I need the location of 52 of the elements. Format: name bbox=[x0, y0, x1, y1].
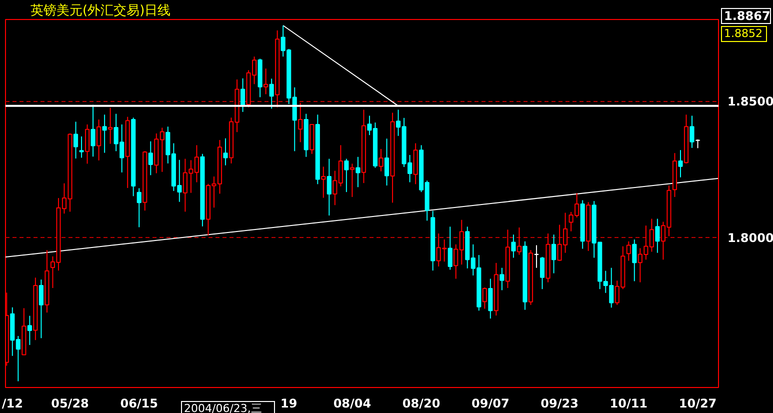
candlestick bbox=[384, 138, 390, 186]
candlestick bbox=[500, 267, 504, 291]
y-tick-label: 1.8000 bbox=[728, 230, 773, 245]
candlestick bbox=[356, 156, 360, 188]
candlestick bbox=[136, 188, 142, 228]
text: 1.8867 bbox=[724, 9, 770, 23]
x-tick-label: 10/11 bbox=[610, 396, 648, 410]
x-tick-label: 19 bbox=[280, 396, 298, 410]
text: 2004/06/23,三 bbox=[184, 402, 262, 413]
x-tick-label: 09/07 bbox=[472, 396, 510, 410]
candlestick bbox=[298, 102, 303, 143]
candlestick bbox=[148, 140, 153, 176]
candlestick bbox=[326, 158, 332, 216]
chart-title: 英镑美元(外汇交易)日线 bbox=[30, 2, 171, 18]
x-tick-label: 10/27 bbox=[678, 396, 717, 410]
candlestick bbox=[511, 234, 516, 258]
candlestick bbox=[321, 166, 326, 198]
candlestick bbox=[264, 68, 268, 95]
x-tick-label: /12 bbox=[2, 396, 23, 410]
candlestick bbox=[344, 158, 349, 193]
candlestick bbox=[540, 256, 545, 290]
candlestick bbox=[223, 138, 228, 166]
y-tick-label: 1.8500 bbox=[728, 94, 773, 109]
candlestick bbox=[350, 163, 354, 198]
candlestick bbox=[655, 218, 660, 254]
candlestick bbox=[90, 104, 96, 158]
candlestick bbox=[240, 78, 246, 112]
candlestick bbox=[482, 286, 487, 310]
x-tick-label: 09/23 bbox=[540, 396, 578, 410]
candlestick bbox=[516, 226, 522, 256]
candlestick bbox=[96, 119, 102, 161]
candlestick bbox=[448, 226, 452, 270]
candlestick bbox=[27, 315, 32, 346]
candlestick bbox=[84, 124, 90, 164]
candlestick bbox=[108, 107, 113, 144]
candlestick bbox=[79, 136, 84, 158]
candlestick bbox=[73, 121, 78, 160]
x-tick-label: 08/20 bbox=[402, 396, 440, 410]
candlestick bbox=[38, 279, 44, 339]
candlestick bbox=[269, 78, 274, 110]
candlestick bbox=[678, 150, 683, 178]
candlestick bbox=[690, 115, 694, 148]
x-tick-label: 05/28 bbox=[51, 396, 89, 410]
x-tick-label: 06/15 bbox=[120, 396, 158, 410]
candlestick bbox=[552, 234, 556, 274]
candlestick bbox=[378, 148, 384, 172]
candlestick bbox=[102, 114, 107, 154]
x-tick-label: 08/04 bbox=[333, 396, 372, 410]
candlestick bbox=[488, 278, 493, 320]
candlestick bbox=[626, 240, 631, 262]
candlestick bbox=[632, 238, 637, 282]
text: 1.8852 bbox=[724, 27, 762, 41]
